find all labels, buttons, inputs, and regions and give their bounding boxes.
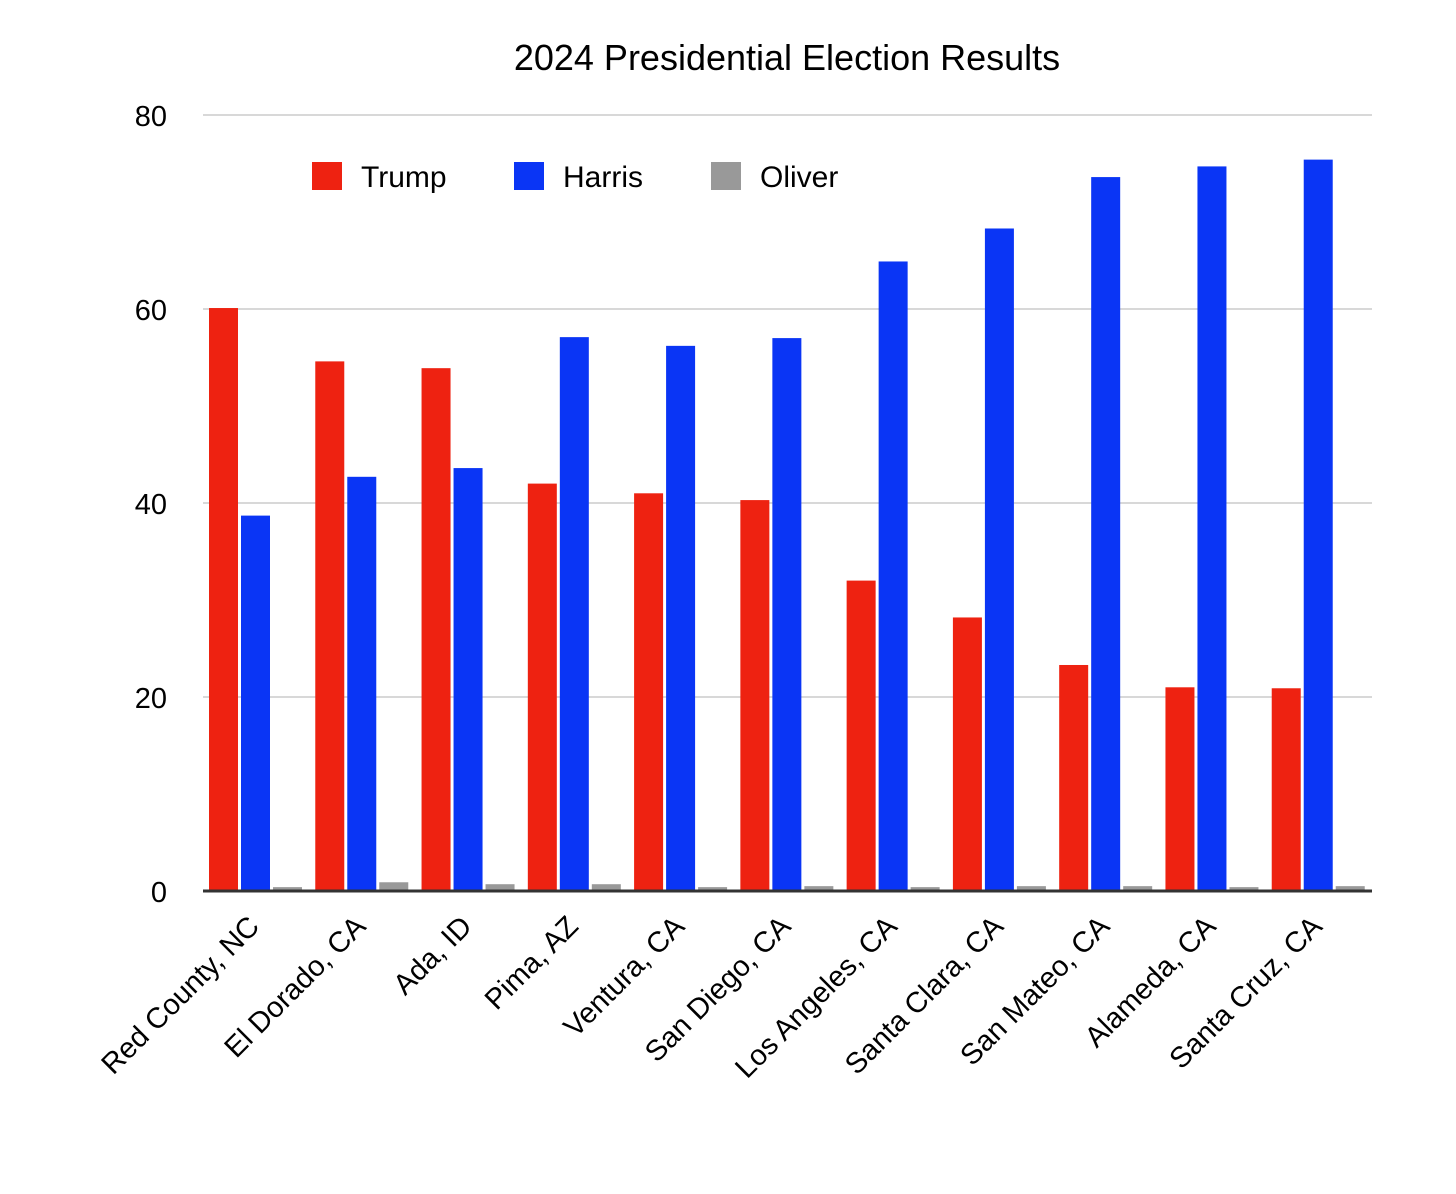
y-tick-label: 0 [151,877,167,909]
bar-trump [315,361,345,891]
bar-trump [634,493,664,891]
bar-trump [846,580,876,891]
bar-oliver [1335,886,1365,891]
bar-oliver [910,887,940,891]
bar-oliver [804,886,834,891]
bar-harris [1303,159,1333,891]
bar-trump [421,368,451,891]
x-tick-label: Pima, AZ [479,910,585,1016]
y-tick-label: 60 [135,295,167,327]
bar-harris [772,338,802,892]
x-tick-label: Ada, ID [387,910,478,1001]
bar-trump [1271,688,1301,891]
legend-swatch-harris [514,162,544,190]
bar-harris [1091,177,1121,891]
bar-oliver [1016,886,1046,891]
y-tick-label: 40 [135,489,167,521]
legend: Trump Harris Oliver [312,161,838,194]
bar-trump [209,308,238,891]
bar-oliver [1123,886,1153,891]
bar-trump [1059,664,1089,891]
chart-title: 2024 Presidential Election Results [514,37,1060,78]
y-axis-ticks: 0 20 40 60 80 [135,101,167,909]
legend-label-harris: Harris [563,161,643,194]
bar-trump [527,483,557,891]
bar-trump [1165,687,1195,891]
bar-harris [666,345,696,891]
bar-oliver [1229,887,1259,891]
legend-swatch-oliver [711,162,741,190]
bar-trump [952,617,982,891]
bar-oliver [591,884,621,891]
bar-harris [878,261,908,892]
bar-trump [740,500,770,891]
y-tick-label: 80 [135,101,167,133]
bar-oliver [273,887,302,891]
legend-label-oliver: Oliver [760,161,838,194]
bar-harris [984,228,1014,892]
bar-harris [453,468,483,891]
bar-oliver [379,882,409,891]
bar-harris [1197,166,1227,891]
bar-harris [241,515,270,891]
bar-harris [559,337,589,891]
bar-harris [347,476,377,891]
legend-label-trump: Trump [361,161,447,194]
bars [209,159,1365,892]
bar-oliver [698,887,728,891]
bar-oliver [485,884,515,891]
y-tick-label: 20 [135,683,167,715]
legend-swatch-trump [312,162,342,190]
